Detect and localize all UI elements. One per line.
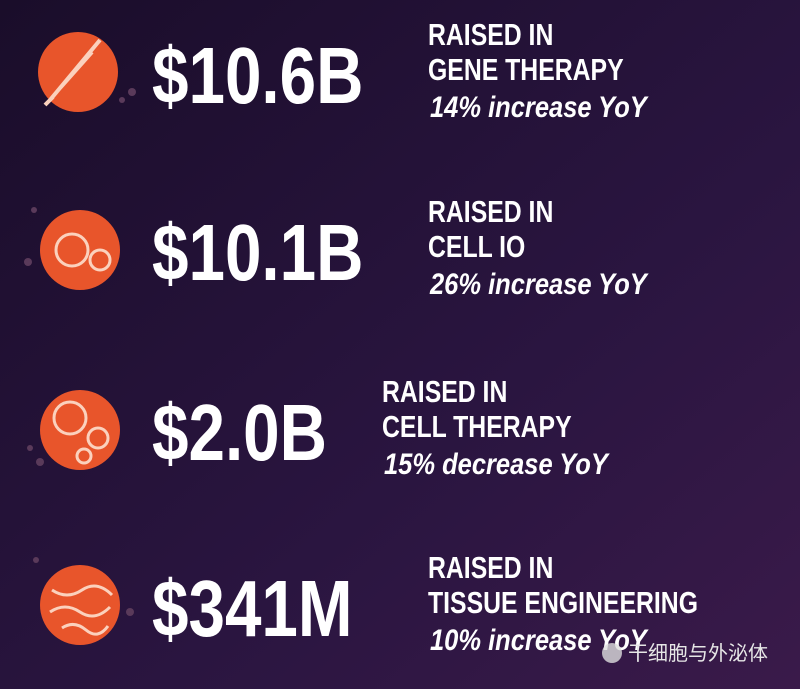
icon-cell-therapy	[27, 390, 120, 470]
label-line1: RAISED IN	[382, 374, 507, 408]
icon-cell-io	[24, 207, 120, 290]
label-line2: GENE THERAPY	[428, 52, 624, 86]
amount: $10.1B	[152, 208, 364, 298]
change: 14% increase YoY	[430, 90, 649, 123]
label-line2: CELL IO	[428, 229, 525, 263]
amount: $10.6B	[152, 31, 364, 121]
label-line2: TISSUE ENGINEERING	[428, 585, 698, 619]
watermark: 干细胞与外泌体	[602, 641, 768, 665]
icon-tissue	[33, 557, 134, 645]
amount: $2.0B	[152, 388, 327, 478]
amount: $341M	[152, 564, 353, 654]
label-line1: RAISED IN	[428, 194, 553, 228]
change: 15% decrease YoY	[384, 447, 610, 480]
label-line2: CELL THERAPY	[382, 409, 572, 443]
watermark-text: 干细胞与外泌体	[628, 641, 768, 665]
label-line1: RAISED IN	[428, 17, 553, 51]
change: 26% increase YoY	[429, 267, 649, 300]
icon-gene	[38, 32, 136, 112]
label-line1: RAISED IN	[428, 550, 553, 584]
icons	[24, 32, 136, 645]
